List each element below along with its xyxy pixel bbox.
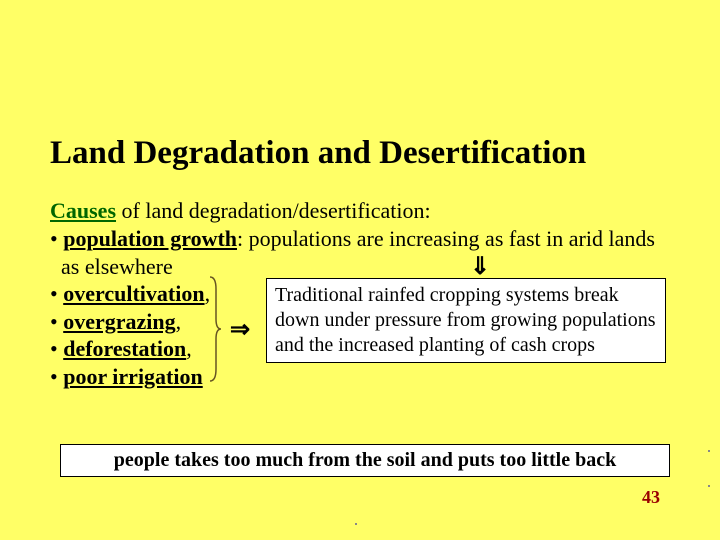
bullet-1-bold: population growth xyxy=(63,226,237,251)
decorative-dot xyxy=(708,485,710,487)
bullet-5-prefix: • xyxy=(50,364,63,389)
bullet-3-prefix: • xyxy=(50,309,63,334)
arrow-down-icon: ⇓ xyxy=(470,252,490,281)
bullet-4-comma: , xyxy=(186,336,192,361)
callout-box-2: people takes too much from the soil and … xyxy=(60,444,670,477)
bullet-1-rest: : populations are increasing as fast in … xyxy=(237,226,655,251)
bullet-4-bold: deforestation xyxy=(63,336,186,361)
causes-rest: of land degradation/desertification: xyxy=(116,198,431,223)
decorative-dot xyxy=(355,523,357,525)
bullet-1-prefix: • xyxy=(50,226,63,251)
bullet-1: • population growth: populations are inc… xyxy=(50,225,655,253)
bullet-3-bold: overgrazing xyxy=(63,309,175,334)
bullet-2-prefix: • xyxy=(50,281,63,306)
bullet-1-line2: as elsewhere xyxy=(50,253,655,281)
callout-box-1: Traditional rainfed cropping systems bre… xyxy=(266,278,666,363)
bullet-5: • poor irrigation xyxy=(50,363,655,391)
causes-line: Causes of land degradation/desertificati… xyxy=(50,198,431,224)
curly-brace-icon xyxy=(208,275,222,383)
bullet-3-comma: , xyxy=(176,309,182,334)
decorative-dot xyxy=(708,450,710,452)
bullet-5-bold: poor irrigation xyxy=(63,364,203,389)
bullet-2-bold: overcultivation xyxy=(63,281,204,306)
bullet-4-prefix: • xyxy=(50,336,63,361)
causes-label: Causes xyxy=(50,198,116,223)
arrow-right-icon: ⇒ xyxy=(230,315,250,344)
page-number: 43 xyxy=(642,487,660,508)
slide-title: Land Degradation and Desertification xyxy=(50,135,586,172)
